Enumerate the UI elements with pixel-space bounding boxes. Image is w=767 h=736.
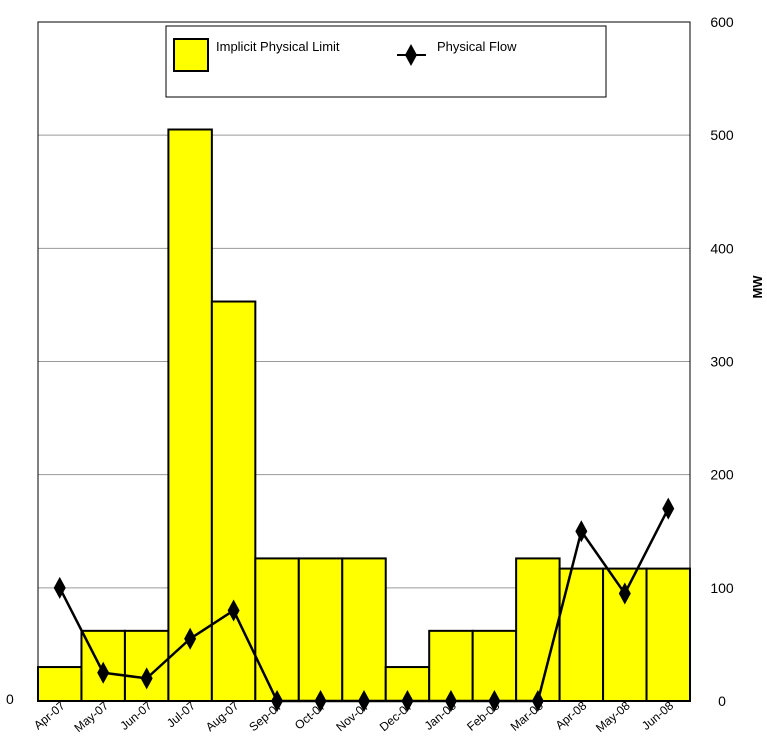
flow-point-apr-07	[53, 576, 66, 599]
x-tick-label-aug-07: Aug-07	[203, 698, 242, 734]
legend: Implicit Physical Limit Physical Flow	[165, 25, 607, 98]
y-axis-ticks: 0 100 200 300 400 500 600	[710, 14, 734, 709]
bar-sep-07	[254, 557, 300, 702]
y-axis-title: MW	[750, 275, 765, 299]
bar-oct-07	[297, 557, 344, 702]
bar-apr-07	[37, 666, 83, 702]
x-tick-label-dec-07: Dec-07	[377, 698, 416, 734]
left-axis-tick-label: 0	[6, 691, 14, 707]
y-tick-label-500: 500	[710, 127, 734, 143]
x-tick-label-apr-07: Apr-07	[31, 698, 68, 732]
flow-point-apr-08	[575, 520, 588, 543]
legend-swatch-implicit-physical-limit	[173, 38, 209, 72]
y-tick-label-200: 200	[710, 467, 734, 483]
flow-point-jun-08	[662, 497, 675, 520]
legend-label-physical-flow: Physical Flow	[437, 39, 517, 54]
x-tick-label-nov-07: Nov-07	[333, 698, 372, 734]
flow-point-aug-07	[227, 599, 240, 622]
x-tick-label-jul-07: Jul-07	[164, 698, 198, 730]
x-tick-label-sep-07: Sep-07	[246, 698, 285, 734]
y-tick-label-400: 400	[710, 240, 734, 256]
y-tick-label-600: 600	[710, 14, 734, 30]
x-tick-label-may-08: May-08	[593, 698, 633, 735]
bars	[37, 128, 691, 702]
bar-mar-08	[515, 557, 561, 702]
x-tick-label-oct-07: Oct-07	[292, 698, 329, 732]
legend-marker-physical-flow	[405, 44, 417, 66]
x-axis-ticks: Apr-07 May-07 Jun-07 Jul-07 Aug-07 Sep-07 Oct-…	[31, 698, 676, 735]
flow-point-may-08	[618, 582, 631, 605]
x-tick-label-may-07: May-07	[71, 698, 111, 735]
flow-point-may-07	[97, 661, 110, 684]
x-tick-label-feb-08: Feb-08	[464, 698, 502, 733]
x-tick-label-mar-08: Mar-08	[508, 698, 546, 733]
grid-lines	[38, 134, 690, 589]
plot-area	[37, 21, 691, 702]
bar-aug-07	[210, 300, 257, 702]
x-tick-label-apr-08: Apr-08	[553, 698, 590, 732]
y-tick-label-100: 100	[710, 580, 734, 596]
bar-jun-08	[645, 567, 691, 702]
legend-box	[165, 25, 607, 98]
x-tick-label-jun-07: Jun-07	[117, 698, 154, 733]
y-tick-label-0: 0	[718, 693, 726, 709]
x-tick-label-jan-08: Jan-08	[422, 698, 459, 733]
flow-point-jun-07	[140, 667, 153, 690]
y-tick-label-300: 300	[710, 354, 734, 370]
bar-nov-07	[341, 557, 387, 702]
x-tick-label-jun-08: Jun-08	[639, 698, 676, 733]
legend-label-implicit-physical-limit: Implicit Physical Limit	[216, 39, 340, 54]
bar-jul-07	[167, 128, 213, 702]
flow-point-jul-07	[184, 627, 197, 650]
bar-jan-08	[428, 629, 474, 702]
